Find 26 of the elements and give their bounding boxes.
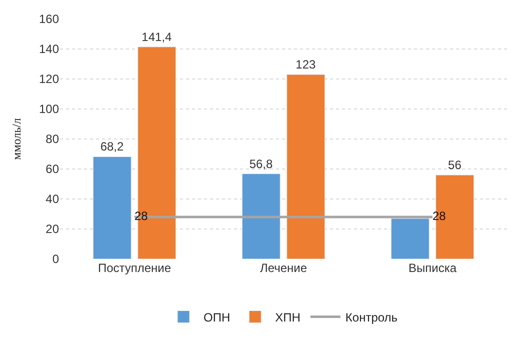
data-label: 123 xyxy=(296,58,316,72)
data-label: 56 xyxy=(448,158,462,172)
x-tick-label: Лечение xyxy=(260,261,308,275)
bar xyxy=(242,174,280,259)
legend-label: ХПН xyxy=(275,310,300,324)
y-tick-label: 140 xyxy=(38,42,60,56)
legend-label: ОПН xyxy=(204,310,230,324)
y-tick-label: 60 xyxy=(46,162,60,176)
y-tick-label: 20 xyxy=(46,222,60,236)
data-label: 56,8 xyxy=(249,156,273,171)
y-tick-label: 80 xyxy=(46,132,60,146)
data-label: 68,2 xyxy=(100,140,124,154)
bar xyxy=(286,74,326,259)
bar xyxy=(390,218,430,259)
y-axis-title: ммоль/л xyxy=(9,118,24,160)
data-label: 28 xyxy=(134,209,148,223)
data-label: 141,4 xyxy=(142,30,172,44)
y-tick-label: 100 xyxy=(38,102,60,116)
y-tick-label: 0 xyxy=(52,252,60,266)
x-tick-label: Выписка xyxy=(408,261,457,275)
y-tick-label: 160 xyxy=(38,12,60,26)
y-tick-label: 40 xyxy=(46,192,60,206)
x-tick-label: Поступление xyxy=(98,261,172,275)
y-tick-label: 120 xyxy=(38,72,60,86)
bar xyxy=(92,156,132,259)
legend-label: Контроль xyxy=(345,310,398,324)
